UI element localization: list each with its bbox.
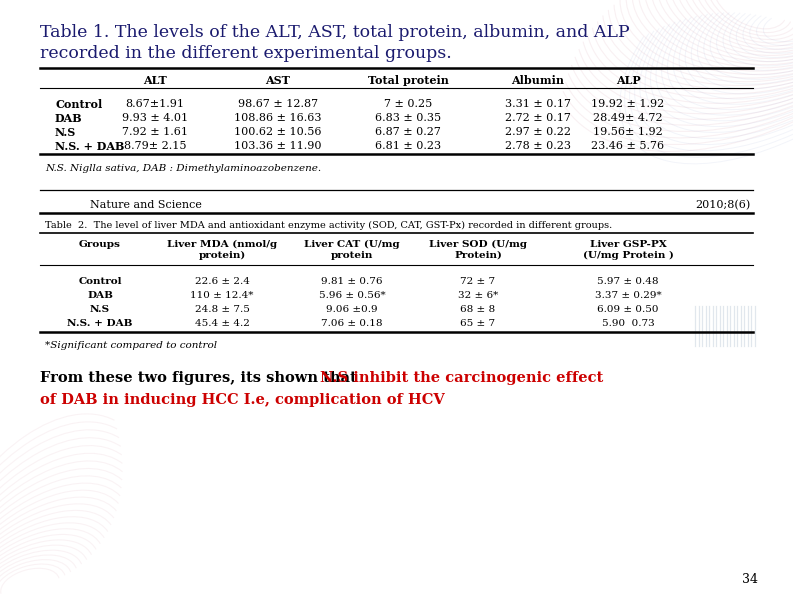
Text: Nature and Science: Nature and Science bbox=[90, 200, 202, 210]
Text: 108.86 ± 16.63: 108.86 ± 16.63 bbox=[234, 113, 322, 123]
Text: 2.78 ± 0.23: 2.78 ± 0.23 bbox=[505, 141, 571, 151]
Text: 5.96 ± 0.56*: 5.96 ± 0.56* bbox=[319, 291, 385, 300]
Text: 6.09 ± 0.50: 6.09 ± 0.50 bbox=[597, 305, 659, 314]
Text: N.S. Niglla sativa, DAB : Dimethylaminoazobenzene.: N.S. Niglla sativa, DAB : Dimethylaminoa… bbox=[45, 164, 321, 173]
Text: N.S inhibit the carcinogenic effect: N.S inhibit the carcinogenic effect bbox=[320, 371, 603, 385]
Text: Protein): Protein) bbox=[454, 251, 502, 260]
Text: Liver MDA (nmol/g: Liver MDA (nmol/g bbox=[167, 240, 277, 249]
Text: (U/mg Protein ): (U/mg Protein ) bbox=[583, 251, 673, 260]
Text: Groups: Groups bbox=[79, 240, 121, 249]
Text: 100.62 ± 10.56: 100.62 ± 10.56 bbox=[234, 127, 322, 137]
Text: Total protein: Total protein bbox=[368, 75, 448, 86]
Text: Albumin: Albumin bbox=[511, 75, 565, 86]
Text: 6.87 ± 0.27: 6.87 ± 0.27 bbox=[375, 127, 441, 137]
Text: 110 ± 12.4*: 110 ± 12.4* bbox=[190, 291, 254, 300]
Text: N.S: N.S bbox=[55, 127, 76, 138]
Text: 5.97 ± 0.48: 5.97 ± 0.48 bbox=[597, 277, 659, 286]
Text: 103.36 ± 11.90: 103.36 ± 11.90 bbox=[234, 141, 322, 151]
Text: 8.79± 2.15: 8.79± 2.15 bbox=[124, 141, 186, 151]
Text: 5.90  0.73: 5.90 0.73 bbox=[602, 319, 654, 328]
Text: of DAB in inducing HCC I.e, complication of HCV: of DAB in inducing HCC I.e, complication… bbox=[40, 393, 445, 407]
Text: 23.46 ± 5.76: 23.46 ± 5.76 bbox=[592, 141, 665, 151]
Text: recorded in the different experimental groups.: recorded in the different experimental g… bbox=[40, 45, 452, 62]
Text: N.S. + DAB: N.S. + DAB bbox=[67, 319, 132, 328]
Text: 68 ± 8: 68 ± 8 bbox=[461, 305, 496, 314]
Text: 2010;8(6): 2010;8(6) bbox=[695, 200, 750, 210]
Text: ALP: ALP bbox=[615, 75, 640, 86]
Text: 22.6 ± 2.4: 22.6 ± 2.4 bbox=[194, 277, 250, 286]
Text: 3.37 ± 0.29*: 3.37 ± 0.29* bbox=[595, 291, 661, 300]
Text: 45.4 ± 4.2: 45.4 ± 4.2 bbox=[194, 319, 250, 328]
Text: DAB: DAB bbox=[55, 113, 82, 124]
Text: N.S: N.S bbox=[90, 305, 110, 314]
Text: 98.67 ± 12.87: 98.67 ± 12.87 bbox=[238, 99, 318, 109]
Text: 24.8 ± 7.5: 24.8 ± 7.5 bbox=[194, 305, 250, 314]
Text: 34: 34 bbox=[742, 573, 758, 586]
Text: 9.06 ±0.9: 9.06 ±0.9 bbox=[326, 305, 377, 314]
Text: 28.49± 4.72: 28.49± 4.72 bbox=[593, 113, 663, 123]
Text: Liver CAT (U/mg: Liver CAT (U/mg bbox=[305, 240, 400, 249]
Text: 7.06 ± 0.18: 7.06 ± 0.18 bbox=[321, 319, 383, 328]
Text: 3.31 ± 0.17: 3.31 ± 0.17 bbox=[505, 99, 571, 109]
Text: 6.83 ± 0.35: 6.83 ± 0.35 bbox=[375, 113, 441, 123]
Text: DAB: DAB bbox=[87, 291, 113, 300]
Text: 8.67±1.91: 8.67±1.91 bbox=[125, 99, 185, 109]
Text: Liver SOD (U/mg: Liver SOD (U/mg bbox=[429, 240, 527, 249]
Text: Table  2.  The level of liver MDA and antioxidant enzyme activity (SOD, CAT, GST: Table 2. The level of liver MDA and anti… bbox=[45, 221, 612, 230]
Text: 72 ± 7: 72 ± 7 bbox=[461, 277, 496, 286]
Text: Control: Control bbox=[79, 277, 122, 286]
Text: N.S. + DAB: N.S. + DAB bbox=[55, 141, 125, 152]
Text: 9.93 ± 4.01: 9.93 ± 4.01 bbox=[122, 113, 188, 123]
Text: 6.81 ± 0.23: 6.81 ± 0.23 bbox=[375, 141, 441, 151]
Text: Control: Control bbox=[55, 99, 102, 110]
Text: AST: AST bbox=[266, 75, 290, 86]
Text: 2.72 ± 0.17: 2.72 ± 0.17 bbox=[505, 113, 571, 123]
Text: Liver GSP-PX: Liver GSP-PX bbox=[590, 240, 666, 249]
Text: 19.56± 1.92: 19.56± 1.92 bbox=[593, 127, 663, 137]
Text: *Significant compared to control: *Significant compared to control bbox=[45, 341, 217, 350]
Text: protein: protein bbox=[331, 251, 374, 260]
Text: 9.81 ± 0.76: 9.81 ± 0.76 bbox=[321, 277, 383, 286]
Text: Table 1. The levels of the ALT, AST, total protein, albumin, and ALP: Table 1. The levels of the ALT, AST, tot… bbox=[40, 24, 630, 41]
Text: From these two figures, its shown that: From these two figures, its shown that bbox=[40, 371, 367, 385]
Text: 2.97 ± 0.22: 2.97 ± 0.22 bbox=[505, 127, 571, 137]
Text: 7.92 ± 1.61: 7.92 ± 1.61 bbox=[122, 127, 188, 137]
Text: 65 ± 7: 65 ± 7 bbox=[461, 319, 496, 328]
Text: protein): protein) bbox=[198, 251, 246, 260]
Text: 19.92 ± 1.92: 19.92 ± 1.92 bbox=[592, 99, 665, 109]
Text: ALT: ALT bbox=[143, 75, 167, 86]
Text: 32 ± 6*: 32 ± 6* bbox=[458, 291, 498, 300]
Text: 7 ± 0.25: 7 ± 0.25 bbox=[384, 99, 432, 109]
